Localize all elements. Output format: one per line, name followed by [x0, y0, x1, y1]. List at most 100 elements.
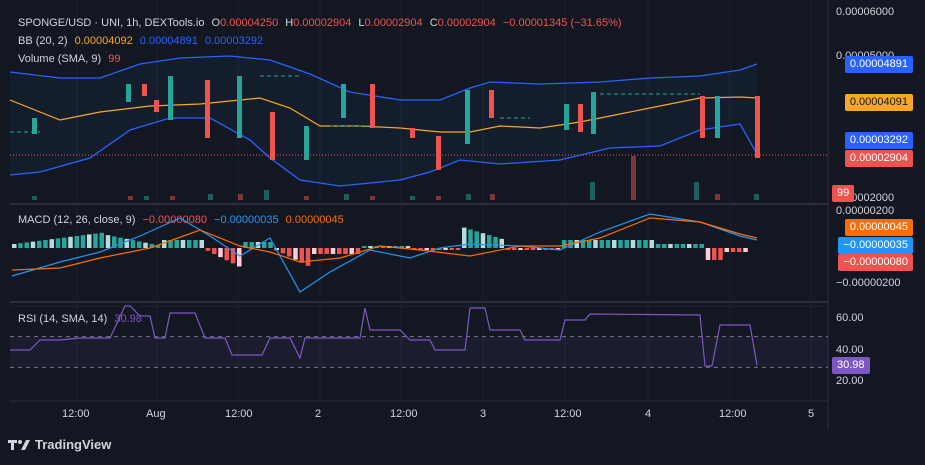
macd-histogram-bar — [730, 248, 736, 252]
bb-basis-tag: 0.00004091 — [844, 94, 913, 111]
macd-histogram-bar — [468, 229, 473, 248]
volume-bar — [590, 182, 595, 200]
volume-tag: 99 — [832, 185, 855, 202]
price-legend: SPONGE/USD · UNI, 1h, DEXTools.io O0.000… — [18, 17, 626, 29]
macd-histogram-bar — [224, 248, 229, 261]
volume-bar — [144, 196, 149, 200]
macd-histogram-bar — [424, 248, 429, 250]
macd-histogram-bar — [99, 232, 104, 248]
macd-histogram-bar — [605, 240, 611, 248]
macd-histogram-bar — [93, 233, 98, 248]
macd-histogram-bar — [437, 248, 442, 250]
time-tick: 5 — [808, 408, 815, 420]
volume-bar — [170, 196, 175, 200]
macd-histogram-bar — [537, 248, 542, 250]
candle — [564, 104, 569, 130]
macd-line — [11, 213, 758, 293]
macd-histogram-bar — [512, 248, 517, 250]
rsi-tick: 40.00 — [836, 344, 864, 356]
macd-histogram-bar — [574, 240, 579, 248]
macd-histogram-bar — [37, 240, 42, 248]
rsi-value: 30.98 — [114, 313, 142, 325]
macd-histogram-bar — [518, 248, 523, 250]
macd-histogram-bar — [149, 243, 154, 248]
time-tick: 4 — [645, 408, 652, 420]
macd-histogram-bar — [243, 242, 248, 248]
macd-histogram-bar — [649, 240, 654, 248]
macd-histogram-bar — [280, 248, 286, 254]
macd-histogram-bar — [87, 234, 92, 248]
volume-bar — [490, 194, 495, 200]
bb-fill — [10, 56, 757, 186]
macd-histogram-bar — [368, 246, 373, 248]
open-label: O — [211, 17, 221, 29]
macd-histogram-bar — [705, 248, 711, 260]
close-label: C — [429, 17, 438, 29]
macd-histogram-bar — [593, 240, 598, 248]
macd-histogram-bar — [305, 248, 311, 266]
macd-histogram-bar — [443, 248, 448, 250]
close-value: 0.00002904 — [437, 17, 496, 29]
volume-bar — [631, 156, 636, 200]
open-value: 0.00004250 — [220, 17, 279, 29]
macd-histogram-bar — [212, 248, 217, 254]
macd-histogram-bar — [262, 242, 267, 248]
macd-histogram-bar — [343, 248, 348, 254]
time-tick: 12:00 — [390, 408, 418, 420]
brand-name: TradingView — [35, 437, 112, 452]
macd-histogram-bar — [80, 235, 86, 248]
macd-histogram-bar — [699, 244, 704, 248]
macd-histogram-bar — [105, 235, 111, 248]
macd-histogram-bar — [74, 236, 79, 248]
candle — [126, 84, 131, 102]
candle — [591, 92, 596, 134]
volume-bar — [304, 196, 309, 200]
volume-bar — [436, 196, 441, 200]
macd-histogram-bar — [168, 240, 173, 248]
macd-histogram-bar — [449, 248, 454, 250]
macd-histogram-bar — [230, 248, 236, 264]
macd-histogram-bar — [405, 246, 411, 248]
macd-histogram-bar — [18, 243, 23, 248]
macd-histogram-bar — [487, 235, 492, 248]
macd-histogram-bar — [293, 248, 298, 260]
candle — [370, 84, 375, 128]
macd-histogram-bar — [693, 244, 698, 248]
macd-histogram-bar — [24, 242, 29, 248]
rsi-label: RSI (14, SMA, 14) — [18, 313, 108, 325]
macd-histogram-bar — [462, 227, 467, 248]
volume-bar — [128, 196, 133, 200]
macd-line-tag: −0.00000035 — [838, 237, 913, 254]
rsi-band-fill — [10, 336, 828, 368]
macd-histogram-bar — [218, 248, 223, 258]
time-tick: 12:00 — [719, 408, 747, 420]
macd-histogram-bar — [155, 245, 161, 248]
bb-upper-line — [9, 55, 758, 101]
rsi-legend: RSI (14, SMA, 14) 30.98 — [18, 313, 146, 325]
candle — [168, 76, 173, 120]
brand-logo[interactable]: TradingView — [8, 437, 111, 452]
volume-bar — [370, 196, 375, 200]
macd-histogram-bar — [724, 248, 729, 252]
candle — [341, 84, 346, 118]
macd-histogram-bar — [624, 240, 629, 248]
rsi-line — [10, 305, 758, 367]
volume-bar — [32, 196, 37, 200]
macd-tick: −0.00000200 — [836, 277, 901, 289]
macd-histogram-bar — [580, 240, 586, 248]
bb-lower-tag: 0.00003292 — [844, 132, 913, 149]
macd-histogram-bar — [49, 239, 54, 248]
macd-histogram-bar — [680, 244, 686, 248]
macd-histogram-bar — [268, 242, 273, 248]
candle — [304, 126, 309, 160]
macd-histogram-bar — [62, 237, 67, 248]
macd-histogram-bar — [137, 241, 142, 248]
symbol-label: SPONGE/USD · UNI, 1h, DEXTools.io — [18, 17, 205, 29]
high-value: 0.00002904 — [293, 17, 352, 29]
macd-histogram-bar — [599, 240, 604, 248]
rsi-tick: 20.00 — [836, 375, 864, 387]
macd-histogram-bar — [418, 248, 423, 250]
macd-histogram-bar — [555, 248, 561, 250]
candle — [755, 96, 760, 158]
volume-bar — [208, 194, 213, 200]
